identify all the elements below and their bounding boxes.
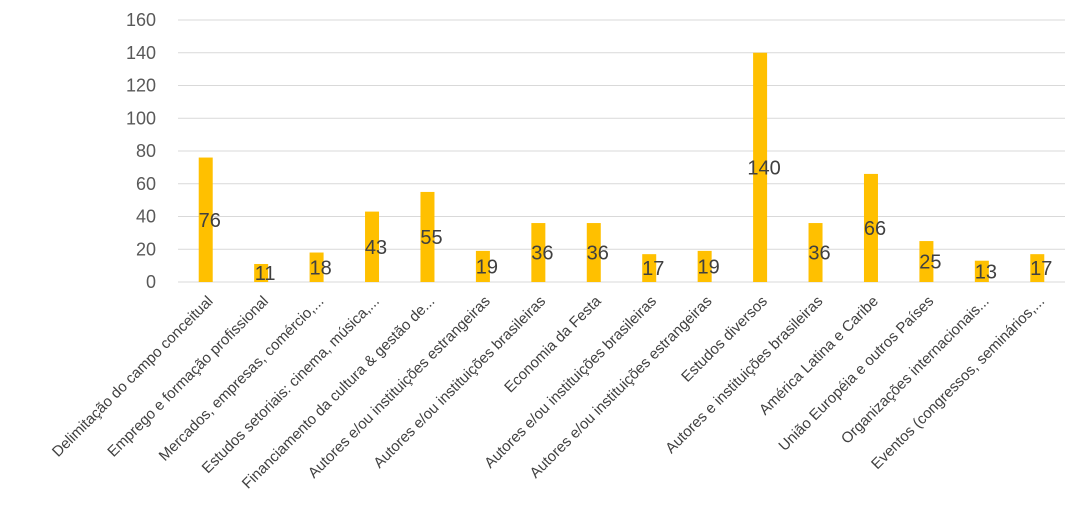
bar (309, 252, 324, 282)
bar (808, 223, 823, 282)
bar (365, 211, 380, 282)
bar (531, 223, 546, 282)
bars (198, 52, 1045, 282)
data-label: 13 (975, 261, 997, 283)
y-tick-label: 80 (136, 141, 156, 161)
data-label: 25 (919, 252, 941, 274)
data-label: 55 (420, 227, 442, 249)
y-tick-label: 120 (126, 76, 156, 96)
data-label: 36 (808, 243, 830, 265)
bar (642, 254, 657, 282)
data-label: 43 (365, 237, 387, 259)
bar (198, 157, 213, 282)
bar (697, 250, 712, 282)
bar (475, 250, 490, 282)
gridlines (178, 19, 1065, 283)
y-tick-label: 160 (126, 10, 156, 30)
data-label: 66 (864, 218, 886, 240)
data-label: 76 (199, 210, 221, 232)
y-tick-label: 20 (136, 239, 156, 259)
data-label: 19 (476, 256, 498, 278)
data-label: 11 (255, 263, 276, 285)
y-axis-tick-labels: 0 20 40 60 80 100 120 140 160 (126, 10, 156, 292)
bar (863, 173, 878, 282)
y-tick-label: 60 (136, 174, 156, 194)
data-label: 19 (698, 256, 720, 278)
data-label: 36 (531, 243, 553, 265)
bar (254, 263, 269, 282)
data-label: 36 (587, 243, 609, 265)
y-tick-label: 140 (126, 43, 156, 63)
y-tick-label: 0 (146, 272, 156, 292)
data-labels: 76 11 18 43 55 19 36 36 17 19 140 36 66 25 13 17 (199, 157, 1053, 285)
bar (753, 52, 768, 282)
y-tick-label: 100 (126, 108, 156, 128)
bar (974, 260, 989, 282)
bar (586, 223, 601, 282)
data-label: 17 (1030, 258, 1052, 280)
bar (420, 191, 435, 282)
bar (919, 241, 934, 282)
x-category-label: Economia da Festa (501, 292, 605, 396)
y-tick-label: 40 (136, 207, 156, 227)
data-label: 18 (309, 257, 331, 279)
data-label: 17 (642, 258, 664, 280)
bar (1030, 254, 1045, 282)
x-category-label: Financiamento da cultura & gestão de... (239, 293, 439, 493)
data-label: 140 (747, 157, 780, 179)
